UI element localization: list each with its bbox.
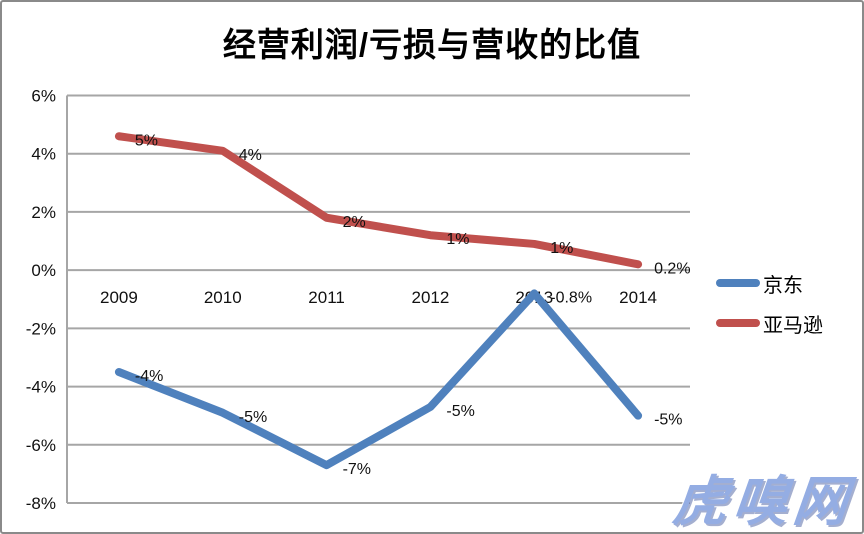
y-axis-tick-label: -6% bbox=[26, 436, 56, 455]
data-label-amazon: 5% bbox=[135, 132, 158, 149]
y-axis-tick-label: 4% bbox=[31, 145, 56, 164]
data-label-amazon: 0.2% bbox=[654, 260, 690, 277]
data-label-jingdong: -7% bbox=[343, 461, 371, 478]
data-label-jingdong: -0.8% bbox=[550, 289, 592, 306]
y-axis-tick-label: 6% bbox=[31, 87, 56, 106]
legend: 京东 亚马逊 bbox=[716, 270, 856, 350]
data-label-jingdong: -5% bbox=[446, 403, 474, 420]
x-axis-category-label: 2011 bbox=[308, 288, 345, 307]
data-label-amazon: 1% bbox=[446, 231, 469, 248]
data-label-amazon: 2% bbox=[343, 214, 366, 231]
data-label-amazon: 1% bbox=[550, 240, 573, 257]
data-label-jingdong: -4% bbox=[135, 368, 163, 385]
x-axis-category-label: 2009 bbox=[100, 288, 138, 307]
legend-item-jingdong: 京东 bbox=[716, 270, 856, 297]
series-line-amazon bbox=[114, 132, 643, 269]
legend-swatch-amazon bbox=[716, 319, 760, 327]
y-axis-tick-label: -4% bbox=[26, 378, 56, 397]
x-axis-category-label: 2014 bbox=[619, 288, 657, 307]
y-axis-tick-label: 2% bbox=[31, 203, 56, 222]
legend-label-jingdong: 京东 bbox=[763, 274, 803, 297]
x-axis-category-label: 2012 bbox=[412, 288, 450, 307]
data-label-amazon: 4% bbox=[239, 147, 262, 164]
legend-label-amazon: 亚马逊 bbox=[763, 314, 823, 337]
chart-title: 经营利润/亏损与营收的比值 bbox=[222, 26, 642, 63]
data-label-jingdong: -5% bbox=[239, 409, 267, 426]
legend-swatch-jingdong bbox=[716, 279, 760, 287]
legend-item-amazon: 亚马逊 bbox=[716, 310, 856, 337]
y-axis-tick-label: -8% bbox=[26, 494, 56, 513]
x-axis-category-label: 2010 bbox=[204, 288, 242, 307]
series-line-jingdong bbox=[114, 289, 643, 470]
y-axis-tick-label: -2% bbox=[26, 319, 56, 338]
data-label-jingdong: -5% bbox=[654, 412, 682, 429]
y-axis-tick-label: 0% bbox=[31, 261, 56, 280]
